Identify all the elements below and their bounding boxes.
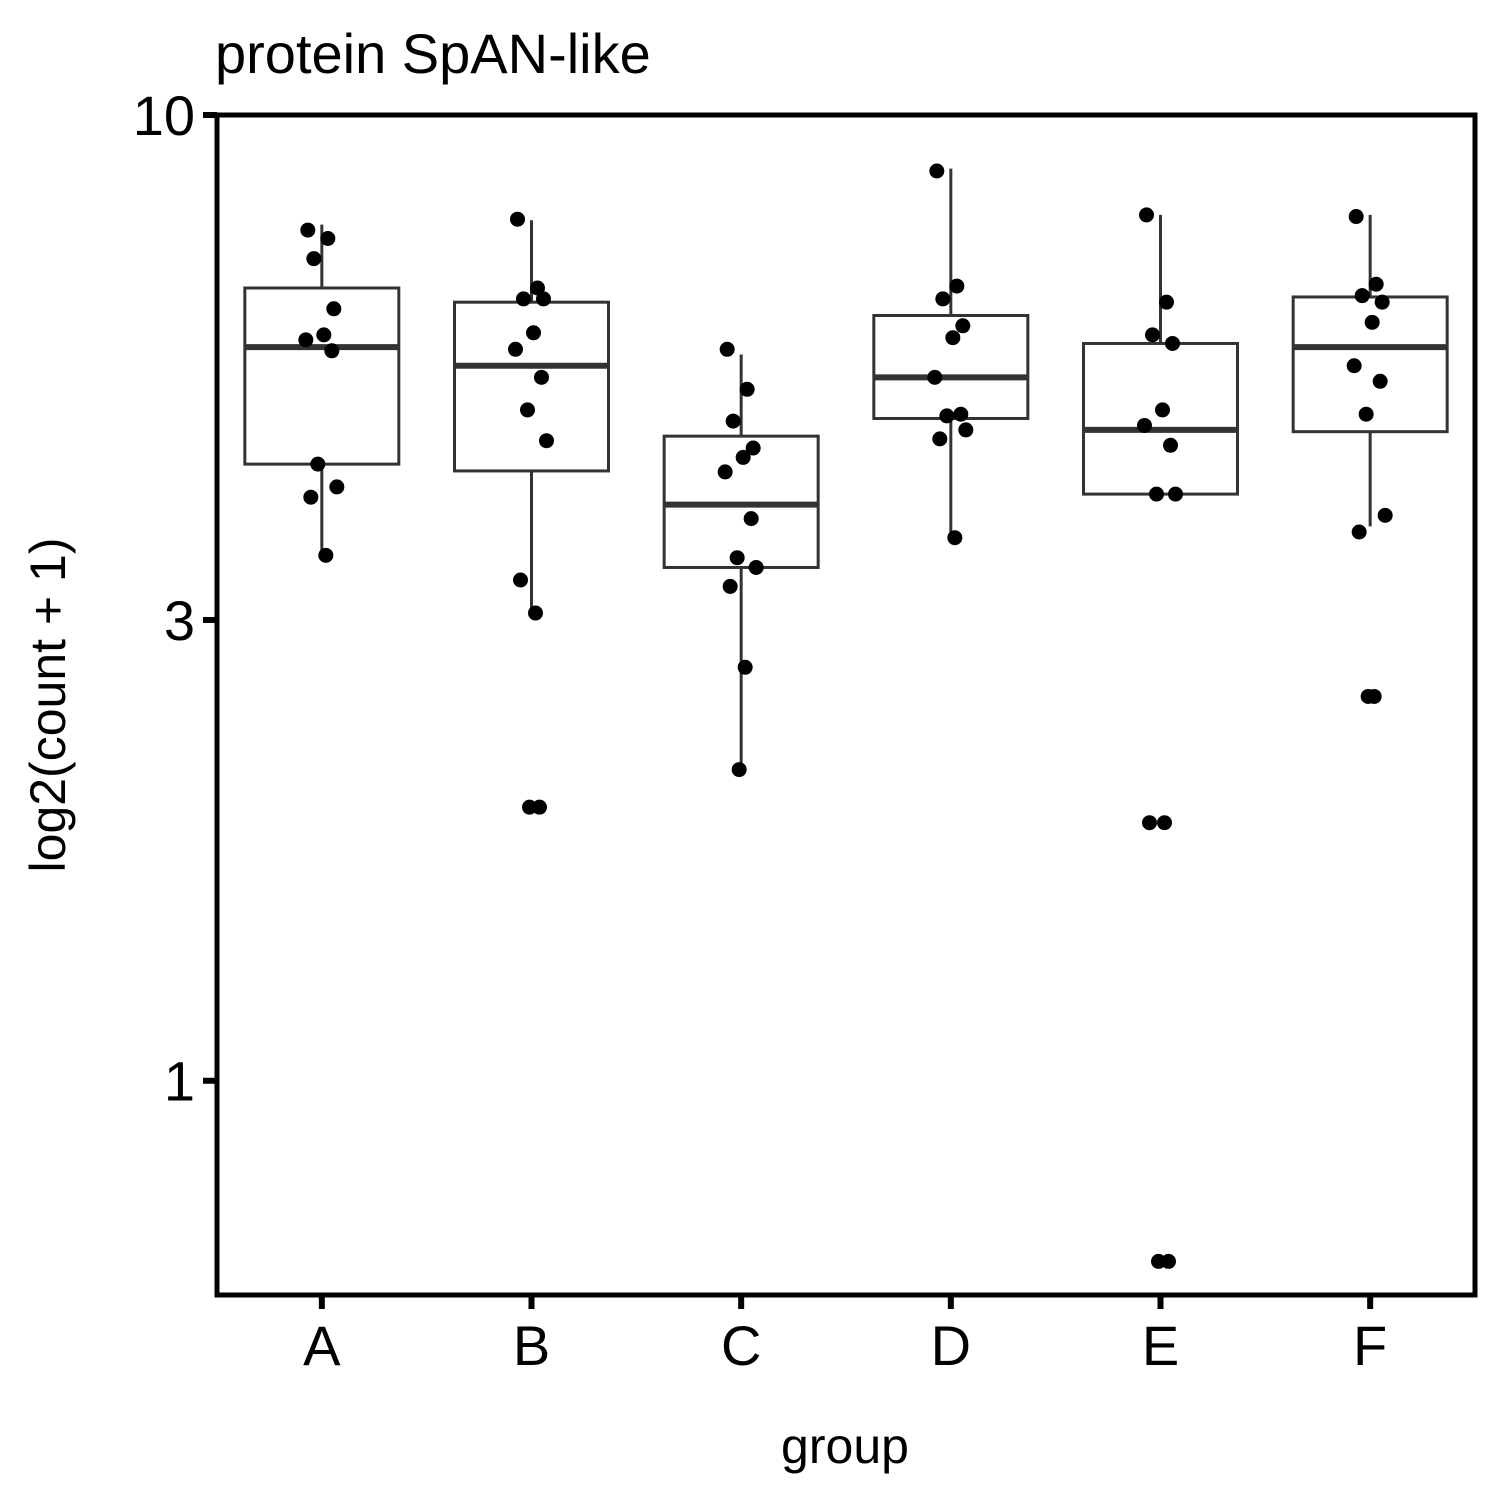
data-point-c bbox=[737, 659, 753, 675]
data-point-c bbox=[717, 464, 733, 480]
y-tick-label: 3 bbox=[164, 589, 195, 652]
x-tick-label: B bbox=[513, 1314, 550, 1377]
chart-title: protein SpAN-like bbox=[215, 22, 651, 85]
data-point-c bbox=[731, 762, 747, 778]
data-point-b bbox=[530, 280, 545, 296]
data-point-e bbox=[1168, 486, 1183, 502]
data-point-e bbox=[1163, 437, 1178, 453]
data-point-d bbox=[953, 406, 969, 422]
data-point-f bbox=[1374, 294, 1390, 310]
data-point-e bbox=[1165, 335, 1180, 351]
data-point-d bbox=[929, 163, 945, 179]
data-point-b bbox=[526, 325, 541, 341]
data-point-e bbox=[1139, 207, 1154, 223]
data-point-b bbox=[539, 433, 554, 449]
plot-area: 1 3 10 A B C D E F bbox=[133, 84, 1478, 1377]
data-point-f bbox=[1377, 507, 1393, 523]
data-point-e bbox=[1137, 417, 1152, 433]
data-point-b bbox=[532, 799, 547, 815]
data-point-f bbox=[1351, 524, 1367, 540]
data-point-f bbox=[1354, 288, 1370, 304]
data-point-a bbox=[324, 343, 340, 359]
data-point-d bbox=[945, 330, 961, 346]
x-axis-title: group bbox=[781, 1418, 909, 1474]
data-point-e bbox=[1161, 1253, 1176, 1269]
data-point-e bbox=[1145, 327, 1160, 343]
box-f bbox=[1291, 295, 1449, 434]
data-point-b bbox=[528, 605, 543, 621]
data-point-b bbox=[534, 369, 549, 385]
data-point-a bbox=[320, 230, 336, 246]
data-point-c bbox=[725, 413, 741, 429]
data-point-d bbox=[927, 369, 943, 385]
data-point-a bbox=[300, 222, 316, 238]
data-point-a bbox=[326, 301, 342, 317]
data-point-a bbox=[310, 456, 326, 472]
data-point-b bbox=[510, 211, 525, 227]
x-tick-label: E bbox=[1142, 1314, 1179, 1377]
data-point-c bbox=[739, 381, 755, 397]
box-b bbox=[453, 300, 610, 473]
x-tick-label: D bbox=[931, 1314, 971, 1377]
data-point-b bbox=[520, 402, 535, 418]
data-point-a bbox=[306, 251, 322, 267]
data-point-f bbox=[1346, 358, 1362, 374]
data-point-e bbox=[1157, 815, 1172, 831]
data-point-c bbox=[729, 550, 745, 566]
y-tick-label: 10 bbox=[133, 84, 195, 147]
data-point-c bbox=[748, 559, 764, 575]
data-point-f bbox=[1348, 209, 1364, 225]
data-point-b bbox=[508, 341, 523, 357]
data-point-f bbox=[1364, 314, 1380, 330]
data-point-e bbox=[1159, 294, 1174, 310]
data-point-a bbox=[318, 547, 334, 563]
data-point-d bbox=[947, 530, 963, 546]
data-point-a bbox=[316, 327, 332, 343]
data-point-d bbox=[932, 431, 948, 447]
data-point-a bbox=[298, 332, 314, 348]
data-point-a bbox=[329, 479, 345, 495]
data-point-c bbox=[722, 578, 738, 594]
data-point-b bbox=[513, 572, 528, 588]
plot-frame bbox=[214, 112, 1478, 1298]
data-point-c bbox=[743, 511, 759, 527]
data-point-d bbox=[949, 278, 965, 294]
data-point-d bbox=[935, 291, 951, 307]
data-point-c bbox=[735, 449, 751, 465]
y-axis-title: log2(count + 1) bbox=[20, 538, 76, 873]
data-point-b bbox=[516, 291, 531, 307]
x-tick-label: A bbox=[303, 1314, 341, 1377]
data-point-c bbox=[719, 341, 735, 357]
data-point-b bbox=[536, 291, 551, 307]
x-tick-label: C bbox=[721, 1314, 761, 1377]
data-point-e bbox=[1142, 815, 1157, 831]
data-point-c bbox=[745, 440, 761, 456]
data-point-f bbox=[1358, 406, 1374, 422]
data-point-d bbox=[939, 408, 955, 424]
data-point-a bbox=[303, 489, 319, 505]
data-point-f bbox=[1372, 373, 1388, 389]
data-point-d bbox=[955, 318, 971, 334]
data-point-e bbox=[1155, 402, 1170, 418]
x-tick-label: F bbox=[1353, 1314, 1387, 1377]
data-point-f bbox=[1368, 276, 1384, 292]
data-point-d bbox=[958, 422, 974, 438]
data-point-f bbox=[1360, 688, 1376, 704]
data-point-e bbox=[1149, 486, 1164, 502]
y-tick-label: 1 bbox=[164, 1050, 195, 1113]
